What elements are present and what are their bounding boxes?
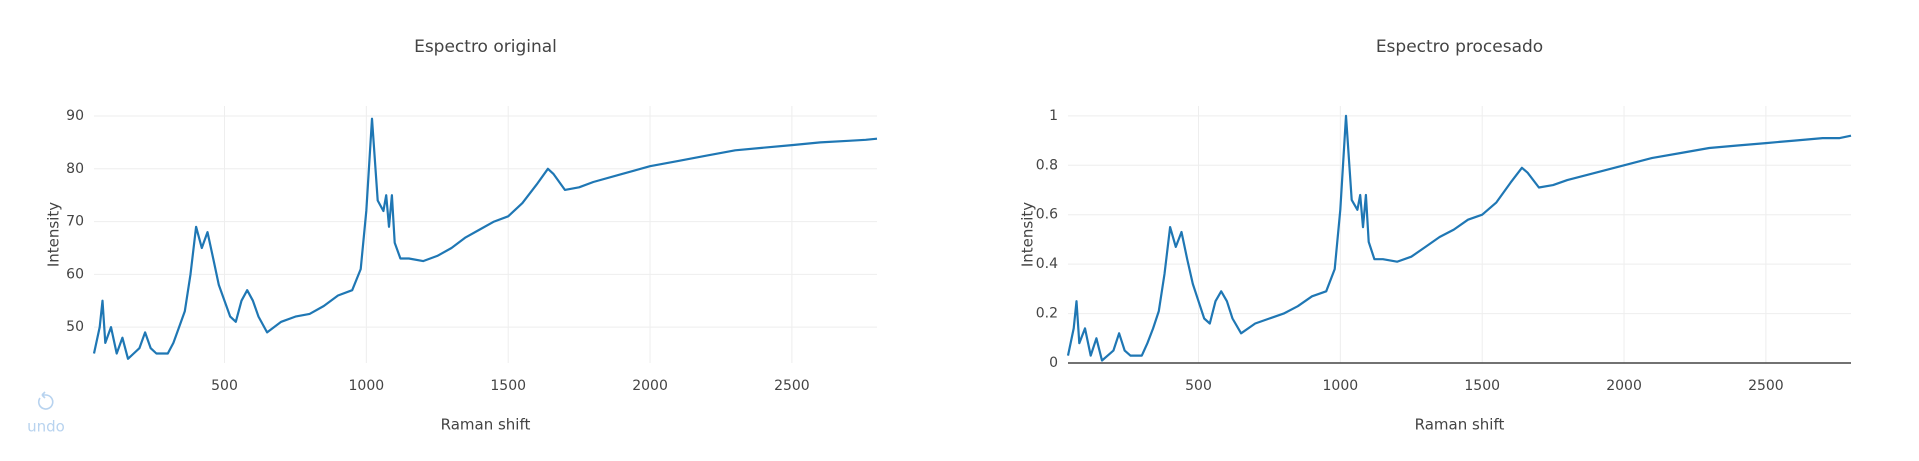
- undo-label[interactable]: undo: [27, 418, 65, 436]
- x-tick-label: 2500: [1748, 378, 1784, 394]
- series-line: [1066, 114, 1852, 362]
- x-tick-label: 1500: [490, 378, 526, 394]
- y-axis-title: Intensity: [45, 202, 63, 267]
- y-tick-label: 90: [66, 108, 84, 124]
- x-tick-label: 1500: [1464, 378, 1500, 394]
- series-line: [92, 117, 878, 360]
- x-tick-label: 500: [1185, 378, 1212, 394]
- y-tick-label: 0.2: [1036, 306, 1058, 322]
- y-tick-label: 50: [66, 319, 84, 335]
- y-tick-label: 80: [66, 161, 84, 177]
- y-axis-title: Intensity: [1019, 202, 1037, 267]
- chart-title: Espectro original: [414, 37, 557, 57]
- x-tick-label: 1000: [1323, 378, 1359, 394]
- y-tick-label: 70: [66, 214, 84, 230]
- y-tick-label: 1: [1049, 108, 1058, 124]
- x-tick-label: 1000: [349, 378, 385, 394]
- y-tick-label: 0: [1049, 355, 1058, 371]
- y-tick-label: 60: [66, 266, 84, 282]
- x-tick-label: 2000: [1606, 378, 1642, 394]
- y-tick-label: 0.8: [1036, 157, 1058, 173]
- y-tick-label: 0.4: [1036, 256, 1058, 272]
- x-axis-title: Raman shift: [441, 416, 531, 434]
- x-axis-title: Raman shift: [1415, 416, 1505, 434]
- chart-title: Espectro procesado: [1376, 37, 1543, 57]
- x-tick-label: 500: [211, 378, 238, 394]
- undo-icon[interactable]: [37, 391, 54, 410]
- x-tick-label: 2000: [632, 378, 668, 394]
- x-tick-label: 2500: [774, 378, 810, 394]
- undo-button[interactable]: undo: [27, 391, 65, 436]
- y-tick-label: 0.6: [1036, 207, 1058, 223]
